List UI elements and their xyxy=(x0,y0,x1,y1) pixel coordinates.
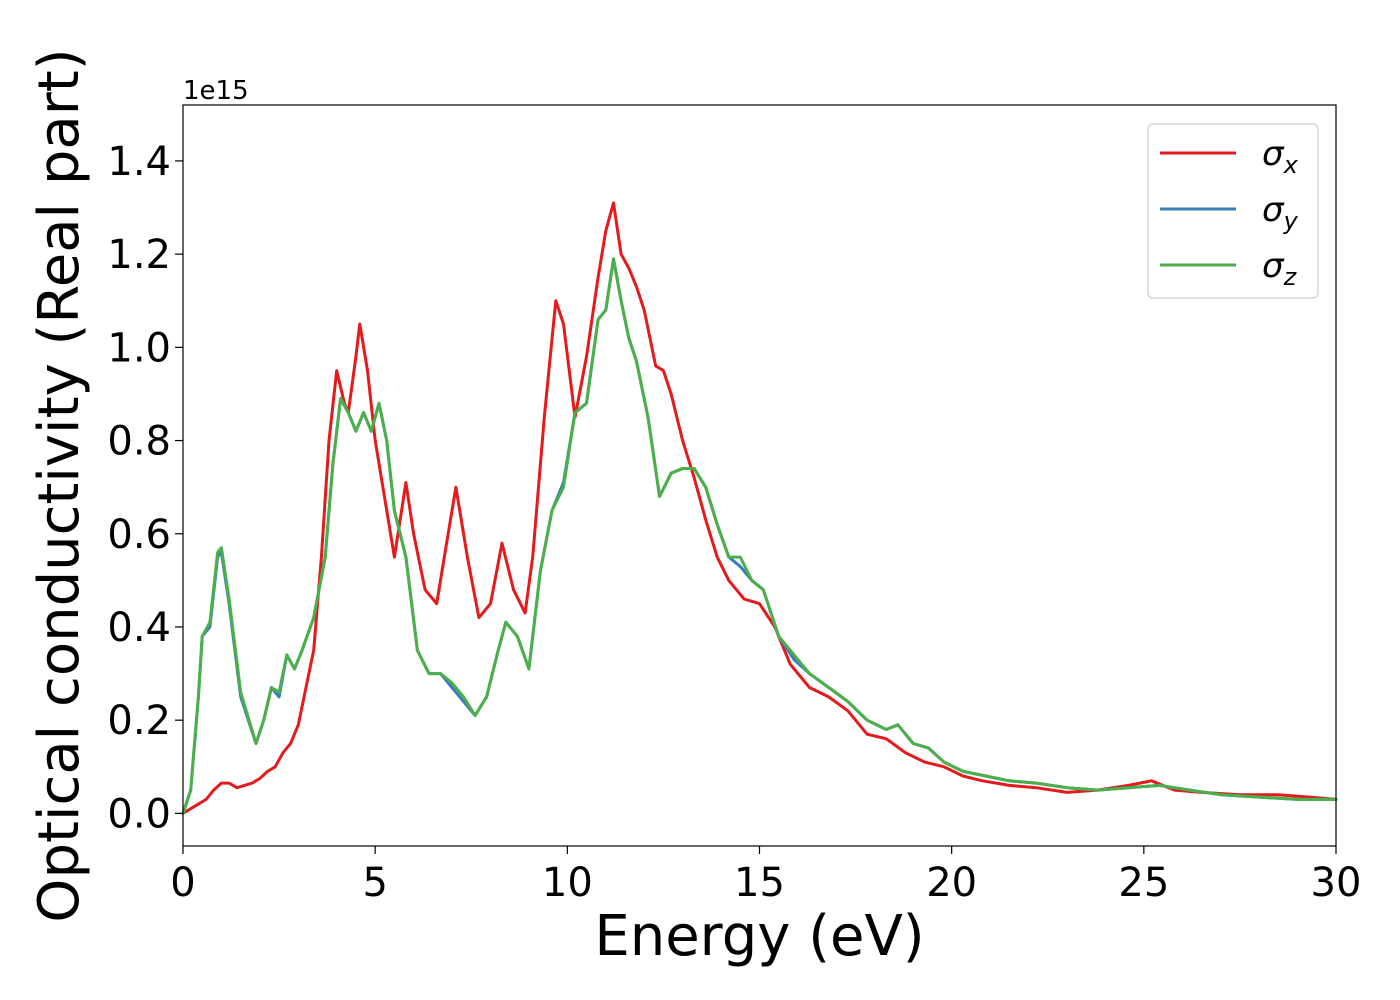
x-axis-label: Energy (eV) xyxy=(594,904,924,969)
series-line-z xyxy=(181,257,1338,815)
series-line-x xyxy=(181,201,1338,815)
y-axis-label: Optical conductivity (Real part) xyxy=(27,48,92,922)
series-layer xyxy=(181,201,1338,815)
legend-box xyxy=(1147,123,1319,299)
x-tick-label: 25 xyxy=(1118,860,1169,906)
x-tick-label: 30 xyxy=(1311,860,1362,906)
legend: σx σy σz xyxy=(1147,123,1319,299)
y-tick-label: 0.4 xyxy=(107,605,171,651)
x-tick-label: 20 xyxy=(926,860,977,906)
x-tick-label: 15 xyxy=(734,860,785,906)
x-tick-label: 5 xyxy=(362,860,387,906)
x-tick-label: 0 xyxy=(170,860,195,906)
series-line-y xyxy=(181,257,1338,815)
y-axis: 0.0 0.2 0.4 0.6 0.8 1.0 1.2 1.4 xyxy=(107,139,183,837)
y-tick-label: 0.2 xyxy=(107,698,171,744)
y-tick-label: 1.0 xyxy=(107,325,171,371)
y-tick-label: 0.0 xyxy=(107,791,171,837)
legend-label-y: σy xyxy=(1262,190,1299,235)
y-tick-label: 1.2 xyxy=(107,232,171,278)
x-axis: 0 5 10 15 20 25 30 xyxy=(170,846,1361,906)
y-tick-label: 1.4 xyxy=(107,139,171,185)
y-axis-offset-label: 1e15 xyxy=(183,76,249,106)
legend-label-x: σx xyxy=(1262,134,1299,179)
legend-label-z: σz xyxy=(1262,246,1298,291)
x-tick-label: 10 xyxy=(542,860,593,906)
y-tick-label: 0.8 xyxy=(107,419,171,465)
y-tick-label: 0.6 xyxy=(107,512,171,558)
